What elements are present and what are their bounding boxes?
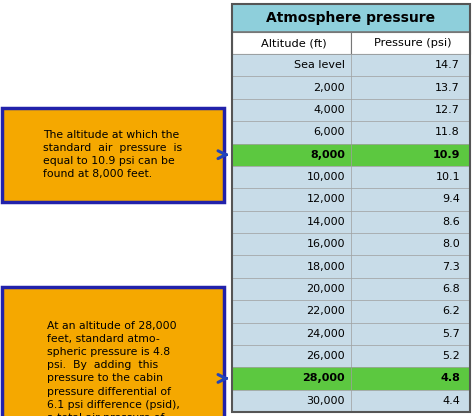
- Text: 30,000: 30,000: [307, 396, 345, 406]
- Bar: [232, 144, 351, 166]
- Bar: [351, 255, 470, 278]
- Bar: [351, 54, 470, 77]
- Bar: [232, 367, 351, 390]
- Bar: [232, 32, 351, 54]
- Bar: [232, 255, 351, 278]
- Bar: [232, 77, 351, 99]
- Text: 4.8: 4.8: [440, 374, 460, 384]
- Bar: [232, 390, 351, 412]
- Text: 24,000: 24,000: [306, 329, 345, 339]
- Text: 11.8: 11.8: [435, 127, 460, 137]
- Bar: [351, 32, 470, 54]
- Bar: [351, 99, 470, 121]
- Bar: [351, 121, 470, 144]
- Text: 13.7: 13.7: [435, 82, 460, 93]
- Bar: [232, 166, 351, 188]
- Text: 6,000: 6,000: [313, 127, 345, 137]
- Text: Pressure (psi): Pressure (psi): [374, 38, 452, 48]
- Text: 9.4: 9.4: [442, 194, 460, 204]
- Text: 7.3: 7.3: [442, 262, 460, 272]
- Bar: [232, 300, 351, 322]
- Text: Sea level: Sea level: [294, 60, 345, 70]
- Text: 22,000: 22,000: [306, 306, 345, 316]
- FancyBboxPatch shape: [2, 108, 224, 202]
- Bar: [351, 188, 470, 210]
- Text: 12,000: 12,000: [306, 194, 345, 204]
- Text: 6.2: 6.2: [442, 306, 460, 316]
- Bar: [351, 233, 470, 255]
- Bar: [351, 144, 470, 166]
- Text: 10.9: 10.9: [432, 150, 460, 160]
- Bar: [232, 322, 351, 345]
- Text: Atmosphere pressure: Atmosphere pressure: [266, 11, 436, 25]
- Text: 18,000: 18,000: [306, 262, 345, 272]
- Bar: [232, 345, 351, 367]
- Text: 26,000: 26,000: [306, 351, 345, 361]
- Bar: [351, 278, 470, 300]
- Bar: [351, 367, 470, 390]
- Bar: [232, 99, 351, 121]
- Text: 10,000: 10,000: [307, 172, 345, 182]
- Bar: [232, 121, 351, 144]
- Bar: [351, 322, 470, 345]
- Text: 5.7: 5.7: [442, 329, 460, 339]
- Bar: [232, 210, 351, 233]
- Text: 28,000: 28,000: [302, 374, 345, 384]
- Text: Altitude (ft): Altitude (ft): [261, 38, 327, 48]
- Bar: [232, 278, 351, 300]
- Text: 2,000: 2,000: [313, 82, 345, 93]
- Text: 20,000: 20,000: [306, 284, 345, 294]
- Bar: [232, 4, 470, 32]
- Bar: [232, 4, 470, 412]
- Text: 4.4: 4.4: [442, 396, 460, 406]
- Bar: [232, 233, 351, 255]
- Bar: [351, 166, 470, 188]
- Text: 16,000: 16,000: [307, 239, 345, 249]
- FancyBboxPatch shape: [2, 287, 224, 416]
- Text: At an altitude of 28,000
feet, standard atmo-
spheric pressure is 4.8
psi.  By  : At an altitude of 28,000 feet, standard …: [46, 321, 180, 416]
- Text: 6.8: 6.8: [442, 284, 460, 294]
- Bar: [351, 210, 470, 233]
- Bar: [351, 345, 470, 367]
- Bar: [232, 54, 351, 77]
- Bar: [232, 188, 351, 210]
- Text: 10.1: 10.1: [436, 172, 460, 182]
- Text: 8.6: 8.6: [442, 217, 460, 227]
- Text: 14.7: 14.7: [435, 60, 460, 70]
- Text: 4,000: 4,000: [313, 105, 345, 115]
- Text: 8.0: 8.0: [442, 239, 460, 249]
- Text: The altitude at which the
standard  air  pressure  is
equal to 10.9 psi can be
f: The altitude at which the standard air p…: [44, 130, 182, 179]
- Text: 8,000: 8,000: [310, 150, 345, 160]
- Text: 12.7: 12.7: [435, 105, 460, 115]
- Bar: [351, 300, 470, 322]
- Bar: [351, 77, 470, 99]
- Bar: [351, 390, 470, 412]
- Text: 5.2: 5.2: [442, 351, 460, 361]
- Text: 14,000: 14,000: [306, 217, 345, 227]
